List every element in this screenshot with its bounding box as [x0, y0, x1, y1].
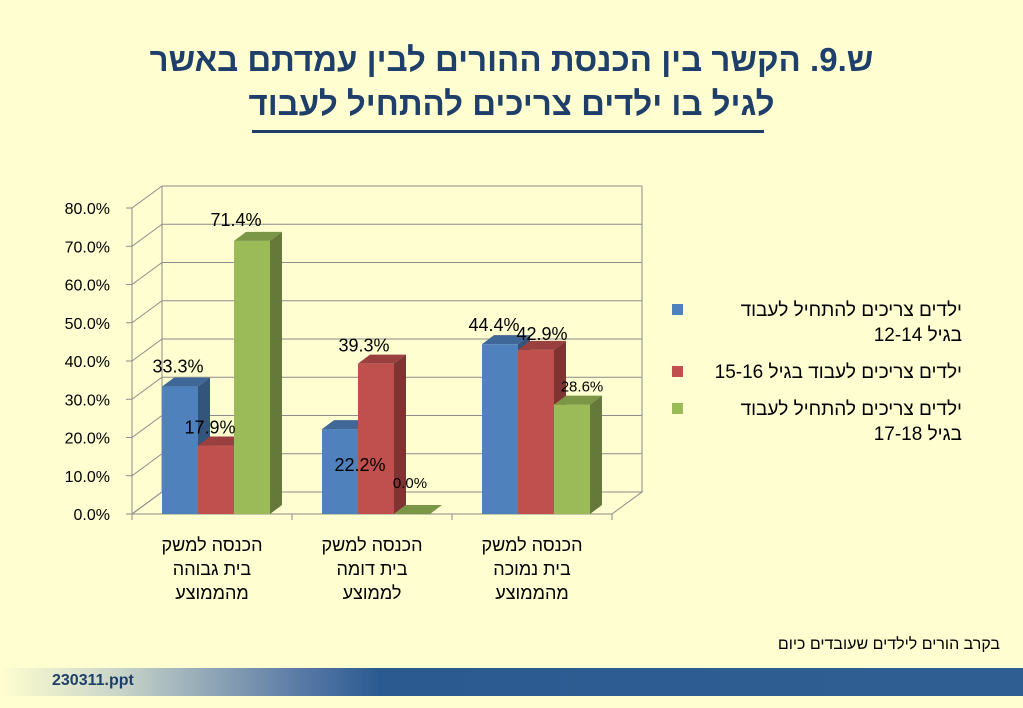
category-label: לממוצע — [343, 583, 402, 603]
bar — [394, 505, 442, 514]
bar-side — [394, 354, 406, 514]
chart-title: ש.9. הקשר בין הכנסת ההורים לבין עמדתם בא… — [0, 38, 1023, 126]
bar-side — [270, 231, 282, 514]
legend-label: בגיל 12-14 — [873, 325, 962, 346]
ytick-label: 20.0% — [65, 431, 110, 448]
gridline-side — [131, 223, 163, 247]
bar-top — [518, 340, 566, 350]
ytick-label: 0.0% — [74, 507, 110, 524]
title-underline — [252, 130, 764, 133]
gridline-side — [131, 338, 163, 362]
legend-swatch — [672, 403, 683, 414]
data-label: 17.9% — [184, 418, 235, 438]
category-label: הכנסה למשק — [161, 535, 262, 555]
data-label: 22.2% — [334, 455, 385, 475]
gridline-side — [131, 376, 163, 400]
ytick-label: 10.0% — [65, 469, 110, 486]
data-label: 39.3% — [338, 336, 389, 356]
ytick-label: 30.0% — [65, 392, 110, 409]
bar — [162, 386, 198, 514]
category-label: בית דומה — [337, 559, 408, 579]
bar — [554, 404, 590, 514]
data-label: 71.4% — [210, 210, 261, 230]
bar — [482, 344, 518, 514]
legend-label: ילדים צריכים להתחיל לעבוד — [740, 399, 962, 420]
chart-legend: ילדים צריכים להתחיל לעבוד בגיל 12-14 ילדים… — [672, 298, 962, 459]
gridline-side — [131, 415, 163, 438]
legend-label: ילדים צריכים להתחיל לעבוד — [740, 300, 962, 321]
legend-swatch — [672, 304, 683, 315]
bar-side — [590, 395, 602, 514]
legend-swatch — [672, 366, 683, 377]
data-label: 33.3% — [152, 357, 203, 377]
gridline-side — [131, 185, 163, 209]
category-label: הכנסה למשק — [481, 535, 582, 555]
bar — [358, 363, 394, 514]
title-line-2: לגיל בו ילדים צריכים להתחיל לעבוד — [248, 85, 775, 122]
ytick-label: 60.0% — [65, 278, 110, 295]
legend-label: בגיל 17-18 — [873, 424, 962, 445]
ytick-label: 80.0% — [65, 201, 110, 218]
legend-item: ילדים צריכים להתחיל לעבוד בגיל 12-14 — [672, 298, 962, 348]
bar — [518, 349, 554, 514]
category-label: הכנסה למשק — [321, 535, 422, 555]
bar-top — [234, 231, 282, 241]
bar-top — [554, 395, 602, 405]
gridline-side — [131, 262, 163, 285]
data-label: 44.4% — [468, 315, 519, 335]
bar-top — [482, 335, 530, 345]
bar-top — [162, 377, 210, 387]
gridline-side — [131, 300, 163, 324]
ytick-label: 40.0% — [65, 354, 110, 371]
ytick-label: 70.0% — [65, 239, 110, 256]
category-label: מהממוצע — [495, 583, 568, 603]
footer-file-label: 230311.ppt — [52, 672, 134, 689]
bar — [234, 240, 270, 514]
title-line-1: ש.9. הקשר בין הכנסת ההורים לבין עמדתם בא… — [149, 41, 874, 78]
data-label: 0.0% — [393, 475, 427, 492]
data-label: 42.9% — [516, 324, 567, 344]
legend-item: ילדים צריכים לעבוד בגיל 15-16 — [672, 360, 962, 385]
category-label: בית גבוהה — [173, 559, 252, 579]
footer-bar — [0, 668, 1023, 696]
ytick-label: 50.0% — [65, 316, 110, 333]
legend-item: ילדים צריכים להתחיל לעבוד בגיל 17-18 — [672, 397, 962, 447]
bar — [322, 429, 358, 514]
bar-top — [358, 354, 406, 364]
chart-footnote: בקרב הורים לילדים שעובדים כיום — [777, 636, 1000, 653]
legend-label: ילדים צריכים לעבוד בגיל 15-16 — [714, 362, 962, 383]
category-label: מהממוצע — [175, 583, 248, 603]
gridline-side — [131, 453, 163, 477]
bar — [198, 445, 234, 514]
data-label: 28.6% — [561, 379, 604, 396]
category-label: בית נמוכה — [493, 559, 571, 579]
